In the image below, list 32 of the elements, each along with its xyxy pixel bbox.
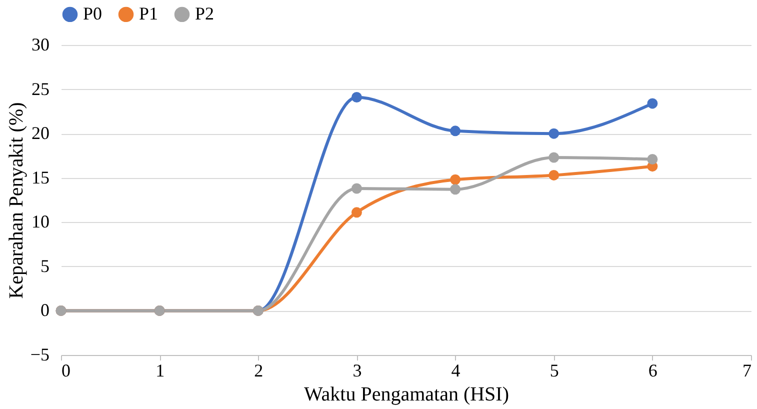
point [548,152,560,163]
x-tick-label: 2 [254,360,264,380]
x-tick-label: 3 [352,360,362,380]
y-tick-label: 30 [32,34,50,54]
y-tick-label: 15 [32,167,50,188]
y-tick-label: 10 [32,212,50,232]
point [647,154,658,164]
y-tick-label: 20 [32,123,50,144]
point [647,98,658,109]
y-tick-label: 0 [40,300,50,320]
x-axis-title: Waktu Pengamatan (HSI) [304,384,509,406]
point [548,128,560,139]
x-tick-label: 1 [156,360,165,380]
y-tick-label: 25 [32,78,50,99]
point [450,126,461,136]
y-tick-label: 5 [40,256,50,276]
legend-label: P1 [139,3,158,24]
x-tick-label: 0 [62,360,70,380]
legend-label: P0 [83,3,102,24]
point [450,174,461,185]
point [548,170,560,180]
y-axis-title: Keparahan Penyakit (%) [5,102,28,299]
x-tick-label: 4 [451,360,460,380]
point [351,183,362,194]
x-tick-label: 6 [648,360,658,380]
point [351,92,362,102]
y-tick-label: −5 [30,344,50,364]
legend-label: P2 [195,3,214,24]
point [450,184,461,195]
x-tick-label: 5 [550,360,559,380]
x-tick-label: 7 [742,360,752,380]
point [351,207,362,218]
